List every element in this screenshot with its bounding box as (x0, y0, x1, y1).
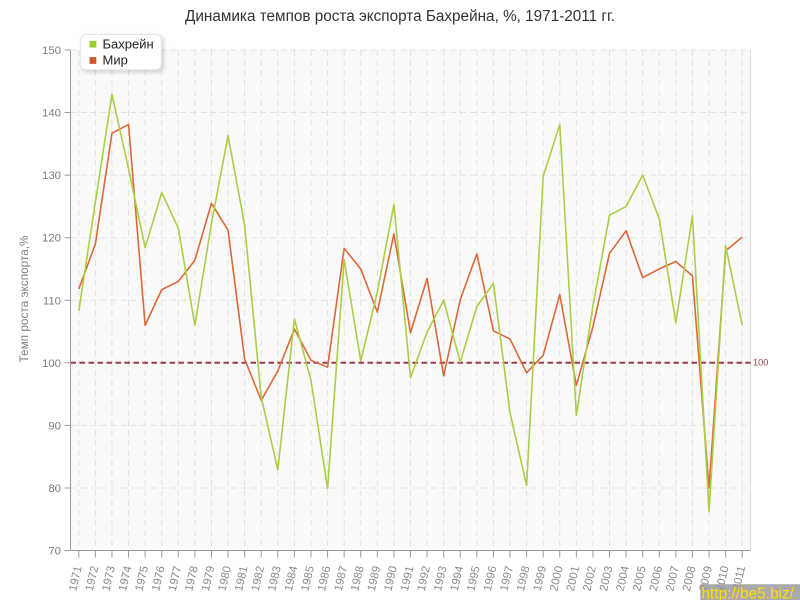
svg-text:Бахрейн: Бахрейн (103, 36, 154, 51)
svg-text:1999: 1999 (532, 565, 549, 592)
svg-text:1975: 1975 (134, 565, 151, 592)
svg-text:1976: 1976 (150, 565, 167, 592)
svg-text:1981: 1981 (233, 565, 250, 592)
svg-text:1998: 1998 (515, 565, 532, 592)
svg-text:1996: 1996 (482, 565, 499, 592)
svg-text:1978: 1978 (183, 565, 200, 592)
svg-text:2005: 2005 (631, 565, 648, 592)
svg-text:1979: 1979 (200, 565, 217, 592)
svg-text:http://be5.biz/: http://be5.biz/ (702, 585, 795, 600)
svg-text:2004: 2004 (615, 565, 632, 592)
svg-text:Динамика темпов роста экспорта: Динамика темпов роста экспорта Бахрейна,… (185, 8, 615, 25)
svg-text:1983: 1983 (266, 565, 283, 592)
svg-text:1997: 1997 (499, 565, 516, 592)
svg-text:1977: 1977 (167, 565, 184, 592)
svg-text:150: 150 (42, 45, 61, 57)
svg-text:2003: 2003 (598, 565, 615, 592)
svg-text:Темп роста экспорта,%: Темп роста экспорта,% (17, 235, 31, 363)
svg-text:1985: 1985 (300, 565, 317, 592)
svg-text:1973: 1973 (100, 565, 117, 592)
svg-text:Мир: Мир (103, 53, 128, 68)
svg-text:2002: 2002 (581, 565, 598, 592)
svg-text:90: 90 (48, 420, 61, 432)
svg-text:2006: 2006 (648, 565, 665, 592)
svg-text:130: 130 (42, 170, 61, 182)
svg-text:80: 80 (48, 483, 61, 495)
svg-text:1980: 1980 (217, 565, 234, 592)
svg-text:1993: 1993 (432, 565, 449, 592)
svg-text:100: 100 (42, 358, 61, 370)
svg-text:1989: 1989 (366, 565, 383, 592)
svg-text:1982: 1982 (250, 565, 267, 592)
svg-text:140: 140 (42, 108, 61, 120)
svg-text:1990: 1990 (382, 565, 399, 592)
svg-text:1988: 1988 (349, 565, 366, 592)
svg-text:1986: 1986 (316, 565, 333, 592)
svg-text:1987: 1987 (333, 565, 350, 592)
svg-text:1984: 1984 (283, 565, 300, 592)
svg-text:2001: 2001 (565, 565, 582, 592)
svg-text:1995: 1995 (465, 565, 482, 592)
svg-text:1971: 1971 (67, 565, 84, 592)
svg-text:2007: 2007 (664, 565, 681, 592)
svg-text:1994: 1994 (449, 565, 466, 592)
svg-text:1972: 1972 (84, 565, 101, 592)
svg-text:1992: 1992 (416, 565, 433, 592)
svg-text:1991: 1991 (399, 565, 416, 592)
svg-text:70: 70 (48, 546, 61, 558)
svg-text:1974: 1974 (117, 565, 134, 592)
svg-text:120: 120 (42, 233, 61, 245)
svg-text:2000: 2000 (548, 565, 565, 592)
svg-text:110: 110 (43, 295, 61, 307)
svg-text:100: 100 (753, 358, 768, 368)
svg-text:2008: 2008 (681, 565, 698, 592)
